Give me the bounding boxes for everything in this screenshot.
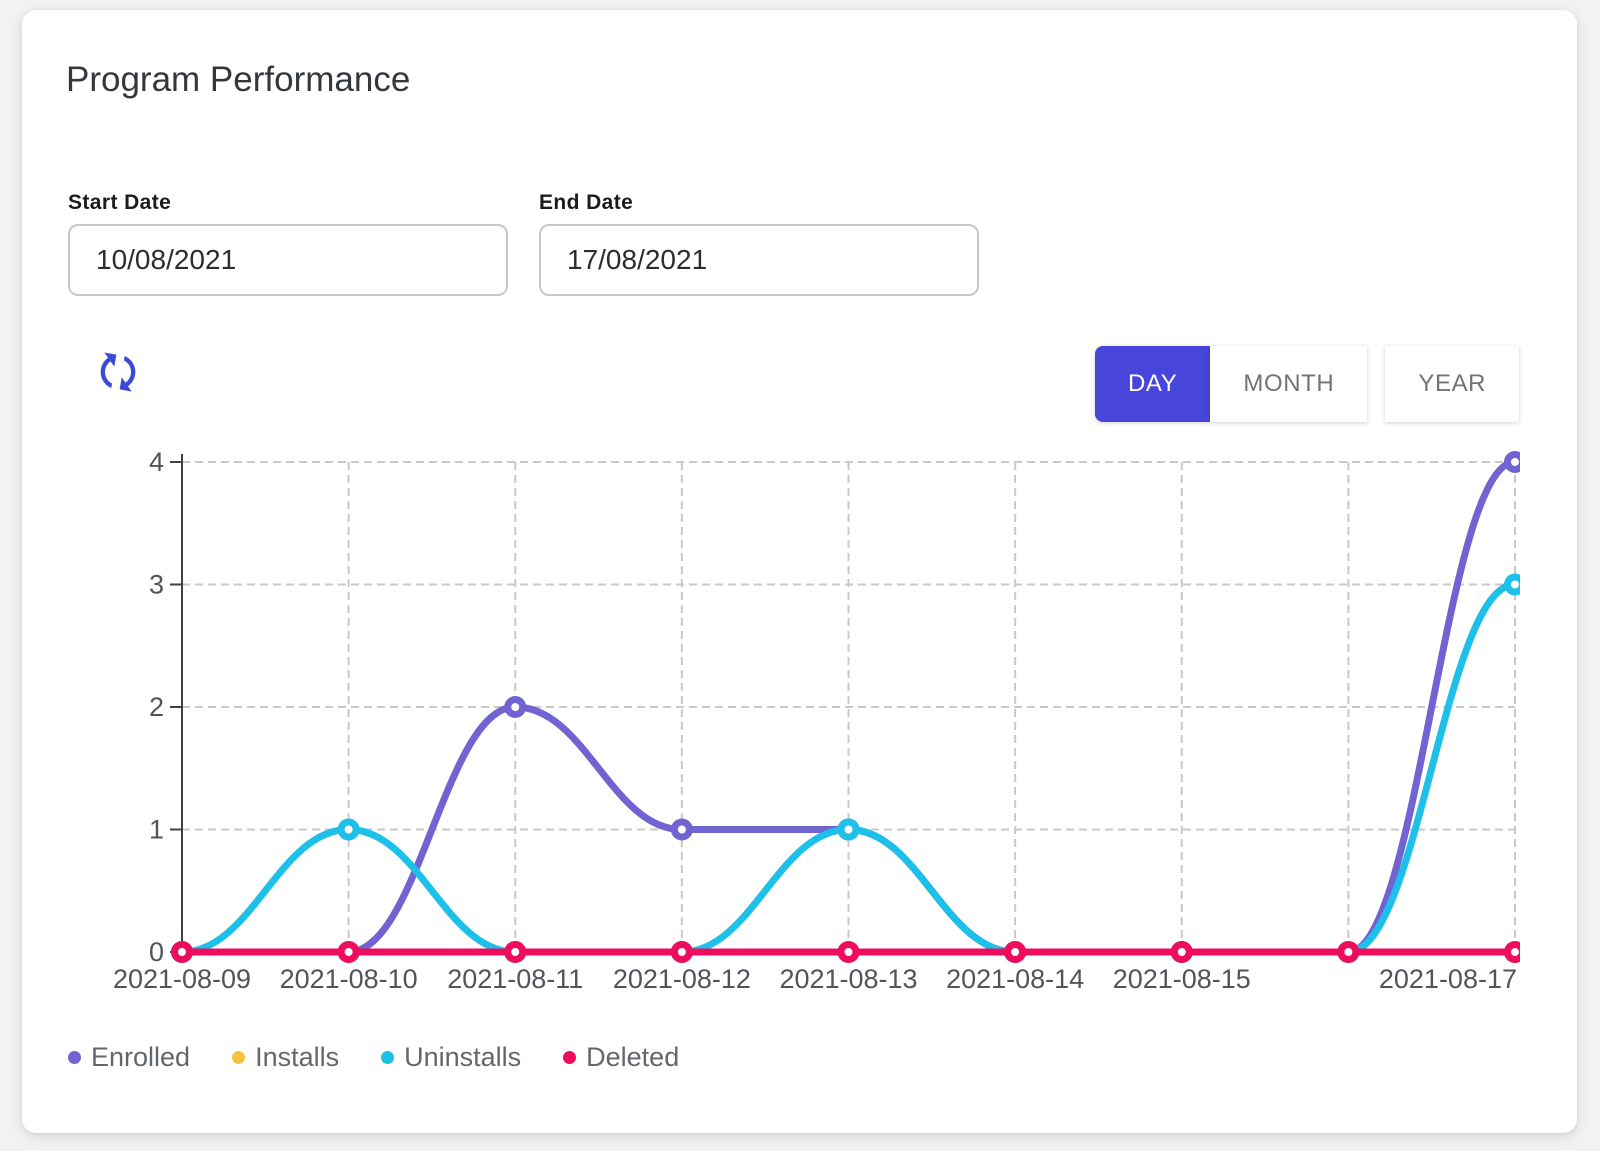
granularity-year-button[interactable]: YEAR — [1385, 346, 1520, 422]
y-tick-label: 2 — [149, 692, 164, 722]
legend-dot — [381, 1051, 395, 1064]
program-performance-card: Program Performance Start Date End Date … — [22, 10, 1577, 1133]
refresh-button[interactable] — [92, 346, 144, 398]
series-deleted — [171, 941, 1520, 963]
start-date-label: Start Date — [68, 191, 172, 214]
page-title: Program Performance — [66, 60, 411, 99]
granularity-day-button[interactable]: DAY — [1095, 346, 1211, 422]
start-date-input[interactable] — [68, 224, 508, 296]
x-tick-label: 2021-08-13 — [779, 964, 917, 994]
legend-dot — [563, 1051, 577, 1064]
x-tick-label: 2021-08-15 — [1113, 964, 1251, 994]
x-tick-label: 2021-08-11 — [447, 964, 583, 994]
x-tick-label: 2021-08-12 — [613, 964, 751, 994]
performance-chart[interactable]: 0 1 2 3 4 2021-08-09 2021-08-10 2021-08-11 2021-… — [22, 10, 1577, 1133]
end-date-label: End Date — [539, 191, 634, 214]
y-tick-label: 4 — [149, 447, 164, 477]
x-tick-label: 2021-08-14 — [946, 964, 1084, 994]
legend-item-uninstalls[interactable]: Uninstalls — [381, 1042, 521, 1073]
y-tick-label: 1 — [149, 815, 164, 845]
legend-item-deleted[interactable]: Deleted — [563, 1042, 679, 1073]
legend-label: Enrolled — [91, 1042, 191, 1072]
x-tick-label: 2021-08-09 — [113, 964, 251, 994]
chart-legend: Enrolled Installs Uninstalls Deleted — [68, 1042, 679, 1073]
legend-item-installs[interactable]: Installs — [232, 1042, 339, 1073]
x-tick-label: 2021-08-17 — [1379, 964, 1517, 994]
legend-label: Deleted — [586, 1042, 680, 1072]
y-tick-label: 3 — [149, 570, 164, 600]
legend-item-enrolled[interactable]: Enrolled — [68, 1042, 190, 1073]
legend-label: Uninstalls — [404, 1042, 522, 1072]
x-tick-label: 2021-08-10 — [280, 964, 418, 994]
end-date-input[interactable] — [539, 224, 979, 296]
sync-icon — [100, 352, 136, 392]
y-tick-label: 0 — [149, 937, 164, 967]
legend-dot — [68, 1051, 81, 1064]
legend-dot — [232, 1051, 246, 1064]
granularity-month-button[interactable]: MONTH — [1210, 346, 1368, 422]
granularity-toggle: DAY MONTH YEAR — [1095, 346, 1520, 422]
legend-label: Installs — [255, 1042, 340, 1072]
